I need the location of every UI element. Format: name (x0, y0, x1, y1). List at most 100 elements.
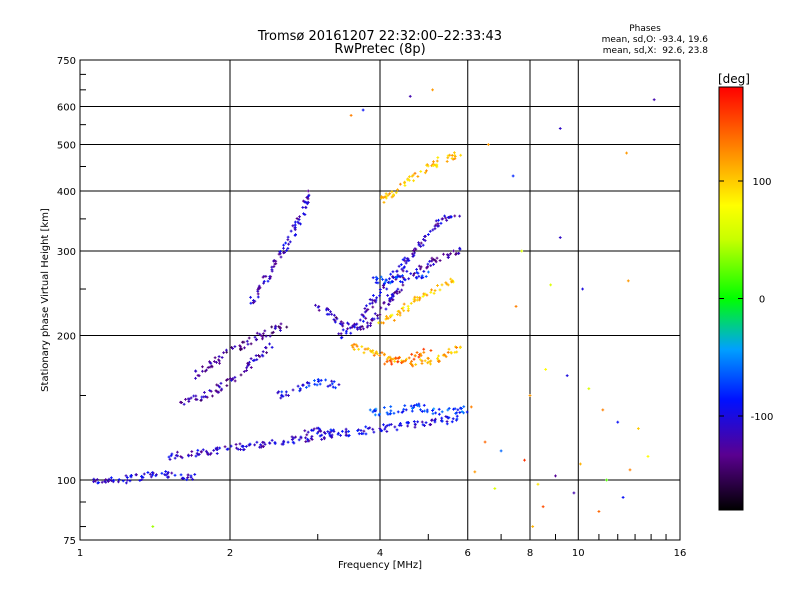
data-point (128, 479, 132, 483)
data-point (403, 184, 407, 187)
data-point (385, 278, 388, 282)
data-point (350, 344, 354, 347)
data-point (244, 445, 248, 448)
data-point (424, 421, 428, 425)
data-point (304, 206, 308, 210)
data-point (322, 430, 326, 434)
data-point (419, 241, 423, 245)
data-point (142, 472, 146, 476)
data-point (424, 275, 428, 278)
data-point (423, 239, 427, 242)
data-point (621, 496, 625, 499)
data-point (499, 449, 503, 453)
data-point (429, 264, 433, 268)
data-point (437, 218, 440, 222)
data-point (469, 405, 473, 409)
data-point (378, 313, 382, 317)
data-point (179, 455, 183, 458)
data-point (419, 352, 423, 356)
data-point (332, 380, 336, 384)
data-point (352, 348, 356, 351)
data-point (454, 411, 458, 415)
data-point (294, 233, 297, 236)
data-point (318, 427, 322, 431)
data-point (385, 411, 389, 415)
data-point (373, 312, 377, 316)
data-point (403, 404, 407, 408)
data-point (396, 360, 400, 364)
data-point (357, 347, 361, 351)
data-point (297, 218, 301, 221)
data-point (380, 351, 384, 355)
data-point (357, 432, 361, 436)
data-point (359, 325, 363, 329)
data-point (291, 224, 295, 228)
data-point (194, 369, 198, 373)
data-point (433, 259, 437, 262)
data-point (385, 424, 389, 428)
phases-heading: Phases (629, 24, 661, 34)
data-point (407, 307, 410, 311)
data-point (351, 345, 355, 349)
colorbar-unit: [deg] (718, 72, 750, 86)
data-point (389, 272, 393, 276)
data-point (179, 400, 182, 404)
data-point (258, 332, 262, 336)
data-point (280, 393, 284, 397)
data-point (401, 410, 405, 413)
data-point (239, 448, 242, 451)
data-point (155, 473, 158, 477)
data-point (197, 374, 201, 378)
data-point (428, 229, 432, 233)
data-point (393, 360, 397, 363)
plot-frame (79, 59, 681, 541)
data-point (261, 335, 265, 339)
data-point (226, 378, 230, 381)
data-point (170, 452, 174, 456)
data-point (429, 349, 433, 352)
data-point (333, 320, 337, 324)
data-point (431, 164, 435, 168)
data-point (307, 384, 311, 388)
data-point (378, 354, 382, 357)
data-point (305, 202, 309, 206)
y-tick-label: 200 (57, 332, 76, 343)
chart-subtitle: RwPretec (8p) (334, 42, 425, 57)
data-point (193, 473, 197, 476)
data-point (434, 223, 438, 227)
data-point (432, 258, 436, 261)
data-point (219, 381, 223, 385)
data-point (313, 382, 317, 386)
data-point (412, 299, 416, 303)
data-point (312, 427, 316, 431)
data-point (390, 362, 394, 366)
data-point (473, 470, 477, 474)
data-point (164, 470, 168, 473)
data-point (151, 473, 154, 477)
data-point (376, 314, 379, 317)
data-point (406, 257, 410, 261)
data-point (201, 365, 204, 369)
data-point (319, 378, 323, 382)
x-tick-label: 6 (465, 548, 471, 559)
data-point (460, 410, 464, 414)
data-point (408, 175, 411, 179)
data-point (194, 454, 198, 458)
data-point (359, 327, 363, 331)
data-point (436, 222, 440, 226)
data-point (268, 441, 272, 445)
data-point (387, 302, 390, 306)
data-point (405, 269, 409, 273)
data-point (652, 98, 656, 102)
data-point (318, 434, 322, 438)
x-axis-title: Frequency [MHz] (338, 560, 422, 571)
data-point (296, 220, 300, 224)
data-point (274, 262, 278, 266)
data-point (455, 414, 459, 418)
data-point (211, 394, 214, 398)
data-point (339, 434, 342, 437)
data-point (279, 329, 282, 332)
data-point (217, 355, 221, 358)
data-point (389, 409, 393, 413)
data-point (392, 294, 395, 298)
